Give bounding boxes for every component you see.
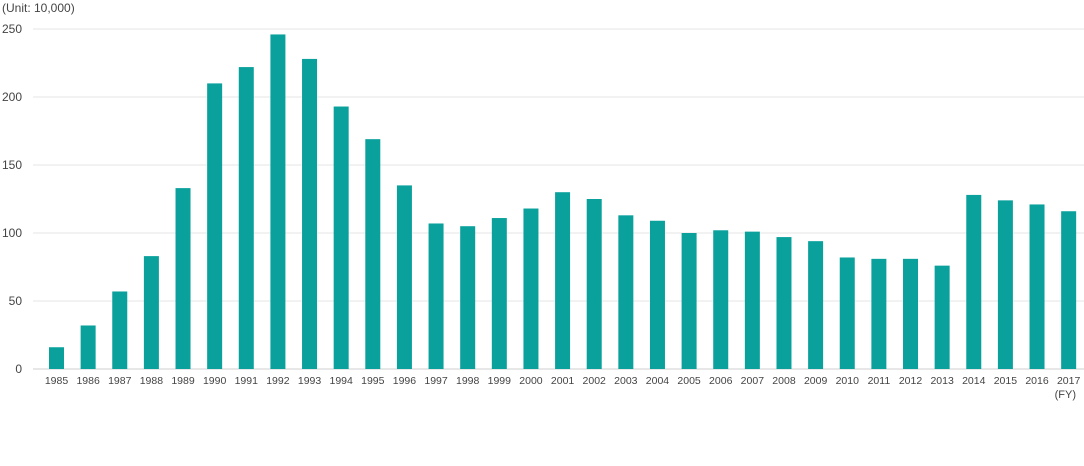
x-tick-label: 2006 — [709, 375, 733, 387]
x-tick-label: 1998 — [456, 375, 480, 387]
bar-2008 — [776, 237, 792, 369]
x-tick-label: 2001 — [551, 375, 575, 387]
x-tick-label: 2004 — [646, 375, 670, 387]
bar-2005 — [681, 233, 697, 369]
x-tick-label: 2016 — [1025, 375, 1049, 387]
x-tick-label: 1987 — [108, 375, 132, 387]
bar-1992 — [270, 34, 286, 369]
x-unit-label: (FY) — [1055, 389, 1076, 401]
bar-1986 — [80, 325, 96, 369]
x-tick-label: 1989 — [171, 375, 195, 387]
y-unit-label: (Unit: 10,000) — [2, 1, 75, 15]
x-tick-label: 1999 — [488, 375, 512, 387]
x-tick-label: 2005 — [677, 375, 701, 387]
x-tick-label: 2008 — [772, 375, 796, 387]
y-tick-label: 100 — [2, 226, 22, 240]
x-tick-label: 2011 — [868, 375, 891, 387]
x-axis-ticks: 1985 1986 1987 1988 1989 1990 1991 1992 1993 1994… — [45, 375, 1081, 387]
x-tick-label: 1985 — [45, 375, 69, 387]
bar-2003 — [618, 215, 634, 369]
bar-1996 — [396, 185, 412, 369]
x-tick-label: 2009 — [804, 375, 828, 387]
x-tick-label: 1991 — [235, 375, 259, 387]
bar-2002 — [586, 199, 602, 369]
bar-1999 — [491, 218, 507, 369]
bar-1985 — [49, 347, 64, 369]
bar-1989 — [175, 188, 191, 369]
bar-2013 — [934, 265, 950, 369]
bar-2009 — [808, 241, 824, 369]
bar-2017 — [1061, 211, 1077, 369]
bar-2014 — [966, 194, 982, 369]
bar-2007 — [744, 231, 760, 369]
x-tick-label: 2013 — [930, 375, 954, 387]
x-tick-label: 2010 — [836, 375, 860, 387]
bar-1995 — [365, 139, 381, 369]
bar-2006 — [713, 230, 729, 369]
x-tick-label: 1994 — [329, 375, 353, 387]
bar-1991 — [238, 67, 254, 369]
y-tick-label: 150 — [2, 158, 22, 172]
bars — [49, 34, 1077, 370]
x-tick-label: 1996 — [393, 375, 417, 387]
bar-2012 — [903, 258, 919, 369]
bar-2000 — [523, 208, 539, 369]
y-tick-label: 200 — [2, 90, 22, 104]
bar-2001 — [555, 192, 571, 369]
bar-1990 — [207, 83, 223, 370]
x-tick-label: 1986 — [76, 375, 100, 387]
bar-1994 — [333, 106, 349, 370]
bar-2004 — [649, 220, 665, 369]
bar-1997 — [428, 223, 444, 369]
bar-2011 — [871, 258, 887, 369]
bar-2016 — [1029, 204, 1045, 369]
y-axis-ticks: 0 50 100 150 200 250 — [2, 22, 22, 376]
x-tick-label: 2012 — [899, 375, 923, 387]
x-tick-label: 2002 — [583, 375, 607, 387]
x-tick-label: 2015 — [994, 375, 1018, 387]
bar-1987 — [112, 291, 128, 369]
bar-2010 — [839, 257, 855, 369]
bar-1993 — [302, 58, 318, 370]
x-tick-label: 1988 — [140, 375, 164, 387]
y-tick-label: 50 — [9, 294, 23, 308]
x-tick-label: 1990 — [203, 375, 227, 387]
x-tick-label: 1997 — [424, 375, 448, 387]
x-tick-label: 1995 — [361, 375, 385, 387]
x-tick-label: 2014 — [962, 375, 986, 387]
y-tick-label: 0 — [15, 362, 22, 376]
y-tick-label: 250 — [2, 22, 22, 36]
bar-1988 — [143, 256, 159, 369]
bar-1998 — [460, 226, 476, 369]
x-tick-label: 1992 — [266, 375, 290, 387]
x-tick-label: 1993 — [298, 375, 322, 387]
bar-2015 — [997, 200, 1013, 369]
x-tick-label: 2000 — [519, 375, 543, 387]
x-tick-label: 2007 — [741, 375, 765, 387]
x-tick-label: 2017 — [1057, 375, 1081, 387]
x-tick-label: 2003 — [614, 375, 638, 387]
